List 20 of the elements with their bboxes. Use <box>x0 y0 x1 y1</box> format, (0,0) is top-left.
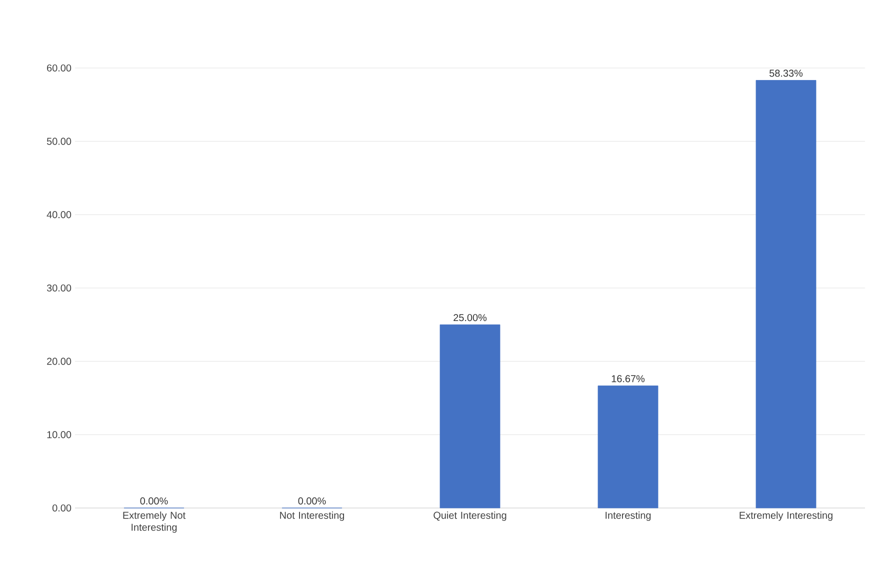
data-label: 58.33% <box>770 70 803 77</box>
bar <box>598 386 658 508</box>
x-tick-label: Not Interesting <box>280 512 344 521</box>
x-tick-label: Extremely Interesting <box>740 512 832 521</box>
y-tick-label: 30.00 <box>46 284 72 292</box>
data-label: 0.00% <box>140 497 168 504</box>
data-label: 0.00% <box>298 497 326 504</box>
data-label: 25.00% <box>454 314 487 322</box>
bar <box>756 80 816 508</box>
y-tick-label: 60.00 <box>47 64 72 72</box>
y-tick-label: 40.00 <box>46 211 72 218</box>
y-tick-label: 0.00 <box>52 504 72 512</box>
y-tick-label: 10.00 <box>47 431 72 438</box>
x-tick-label: Quiet Interesting <box>434 512 506 521</box>
y-tick-label: 50.00 <box>46 138 72 145</box>
x-tick-label: Interesting <box>606 512 651 521</box>
x-tick-label: Extremely Not Interesting <box>123 512 186 533</box>
y-tick-label: 20.00 <box>47 358 72 365</box>
data-label: 16.67% <box>612 375 645 382</box>
bar <box>440 324 500 508</box>
